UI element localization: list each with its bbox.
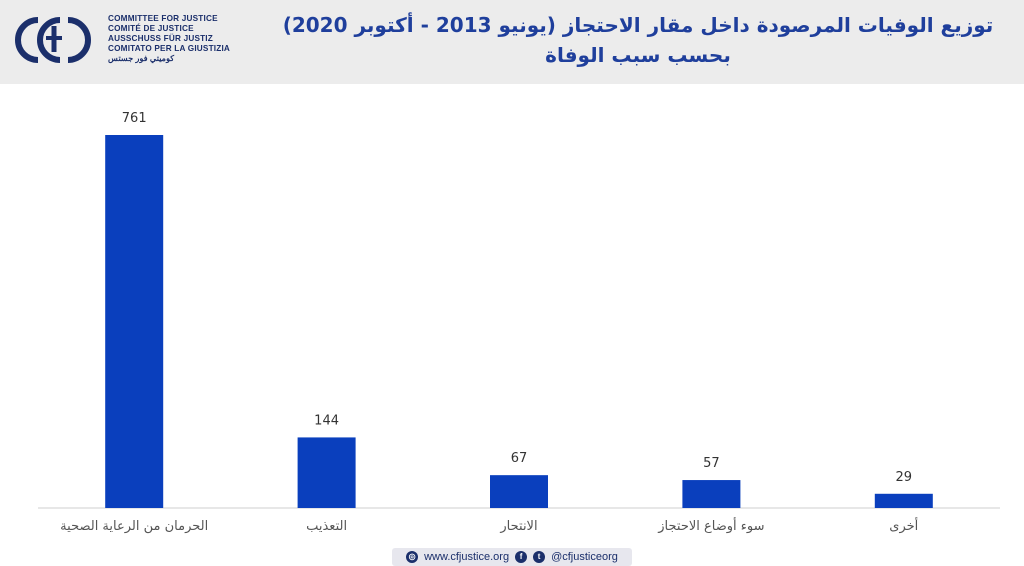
bar	[105, 135, 164, 508]
bar	[874, 493, 933, 508]
category-label: الحرمان من الرعاية الصحية	[60, 519, 208, 534]
data-label: 761	[122, 111, 147, 126]
logo-line: كوميتي فور جستس	[108, 54, 175, 63]
data-label: 29	[896, 470, 913, 485]
twitter-icon[interactable]: t	[533, 551, 546, 563]
category-label: الانتحار	[499, 519, 537, 534]
chart-title: توزيع الوفيات المرصودة داخل مقار الاحتجا…	[282, 13, 994, 37]
logo-line: COMITATO PER LA GIUSTIZIA	[108, 44, 231, 53]
cfj-logo-icon	[15, 17, 91, 63]
logo-line: AUSSCHUSS FÜR JUSTIZ	[108, 34, 213, 43]
bar-chart: 761 الحرمان من الرعاية الصحية 144 التعذيب 67…	[38, 111, 1000, 534]
globe-icon: ◎	[406, 551, 419, 563]
title-block: توزيع الوفيات المرصودة داخل مقار الاحتجا…	[278, 10, 998, 70]
header: COMMITTEE FOR JUSTICE COMITÉ DE JUSTICE …	[0, 0, 1024, 84]
logo: COMMITTEE FOR JUSTICE COMITÉ DE JUSTICE …	[8, 8, 231, 76]
social-handle[interactable]: @cfjusticeorg	[551, 551, 618, 563]
footer: ◎ www.cfjustice.org f t @cfjusticeorg	[392, 548, 632, 566]
category-label: أخرى	[889, 517, 918, 534]
data-label: 144	[314, 413, 339, 428]
data-label: 57	[703, 456, 720, 471]
bar	[297, 437, 356, 508]
category-label: سوء أوضاع الاحتجاز	[657, 517, 764, 534]
chart-subtitle: بحسب سبب الوفاة	[545, 43, 731, 67]
website-link[interactable]: www.cfjustice.org	[424, 551, 510, 563]
logo-line: COMITÉ DE JUSTICE	[108, 24, 194, 33]
data-label: 67	[511, 451, 528, 466]
category-label: التعذيب	[306, 519, 347, 534]
bar	[490, 475, 548, 508]
bar	[682, 480, 741, 508]
facebook-icon[interactable]: f	[515, 551, 528, 563]
logo-line: COMMITTEE FOR JUSTICE	[108, 14, 218, 23]
logo-text: COMMITTEE FOR JUSTICE COMITÉ DE JUSTICE …	[108, 14, 231, 64]
